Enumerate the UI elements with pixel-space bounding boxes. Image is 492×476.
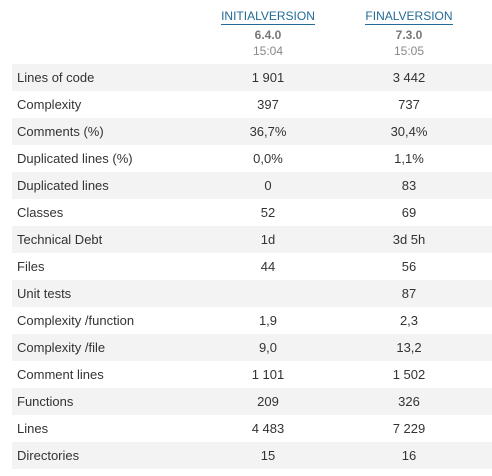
metric-final-value: 16 [401,448,417,463]
metric-label: Duplicated lines (%) [17,151,133,166]
metric-row: Comment lines 1 101 1 502 [12,361,492,388]
metric-initial-value: 397 [257,97,279,112]
metric-initial-value: 1d [260,232,276,247]
metric-row: Technical Debt 1d 3d 5h [12,226,492,253]
metric-row: Functions 209 326 [12,388,492,415]
metric-label: Directories [17,448,80,463]
metric-label: Lines [17,421,49,436]
metric-label: Unit tests [17,286,72,301]
metric-initial-value: 1,9 [258,313,278,328]
metric-row: Files 44 56 [12,253,492,280]
metric-label: Classes [17,205,64,220]
metric-row: Complexity /file 9,0 13,2 [12,334,492,361]
metrics-table: Lines of code 1 901 3 442 Complexity 397… [12,64,492,469]
final-version-number: 7.3.0 [395,28,423,42]
metric-row: Directories 15 16 [12,442,492,469]
metric-label: Lines of code [17,70,95,85]
final-version-header: FINALVERSION 7.3.0 15:05 [334,8,484,58]
metric-final-value: 7 229 [392,421,426,436]
metric-initial-value: 0,0% [253,151,283,166]
metric-final-value: 2,3 [399,313,419,328]
metric-final-value: 1 502 [392,367,426,382]
metric-label: Files [17,259,45,274]
metric-final-value: 83 [401,178,417,193]
metric-initial-value: 44 [260,259,276,274]
final-version-link[interactable]: FINALVERSION [365,9,453,25]
metric-label: Comments (%) [17,124,104,139]
metric-initial-value: 209 [257,394,279,409]
metric-final-value: 1,1% [394,151,424,166]
metric-final-value: 56 [401,259,417,274]
metric-initial-value: 1 101 [251,367,285,382]
metric-row: Lines 4 483 7 229 [12,415,492,442]
initial-version-time: 15:04 [252,44,284,58]
initial-version-link[interactable]: INITIALVERSION [221,9,315,25]
comparison-header: INITIALVERSION 6.4.0 15:04 FINALVERSION … [0,0,492,64]
metric-row: Lines of code 1 901 3 442 [12,64,492,91]
metric-initial-value: 9,0 [258,340,278,355]
metric-final-value: 87 [401,286,417,301]
initial-version-number: 6.4.0 [254,28,282,42]
metric-label: Complexity /file [17,340,106,355]
metric-initial-value: 1 901 [251,70,285,85]
metric-label: Comment lines [17,367,104,382]
metric-final-value: 737 [398,97,420,112]
metric-label: Technical Debt [17,232,103,247]
initial-version-header: INITIALVERSION 6.4.0 15:04 [193,8,343,58]
metric-row: Complexity 397 737 [12,91,492,118]
metric-row: Duplicated lines (%) 0,0% 1,1% [12,145,492,172]
metric-initial-value: 0 [264,178,272,193]
metric-row: Comments (%) 36,7% 30,4% [12,118,492,145]
metric-initial-value: 36,7% [249,124,287,139]
metric-label: Complexity [17,97,82,112]
metric-row: Complexity /function 1,9 2,3 [12,307,492,334]
metric-label: Functions [17,394,74,409]
metric-final-value: 3 442 [392,70,426,85]
metric-initial-value: 52 [260,205,276,220]
metric-final-value: 326 [398,394,420,409]
metric-label: Duplicated lines [17,178,109,193]
metric-initial-value: 4 483 [251,421,285,436]
metric-label: Complexity /function [17,313,135,328]
metric-final-value: 69 [401,205,417,220]
metric-row: Duplicated lines 0 83 [12,172,492,199]
metric-row: Unit tests 87 [12,280,492,307]
final-version-time: 15:05 [393,44,425,58]
metric-initial-value: 15 [260,448,276,463]
metric-final-value: 3d 5h [392,232,426,247]
metric-final-value: 13,2 [396,340,422,355]
metric-row: Classes 52 69 [12,199,492,226]
metric-final-value: 30,4% [390,124,428,139]
